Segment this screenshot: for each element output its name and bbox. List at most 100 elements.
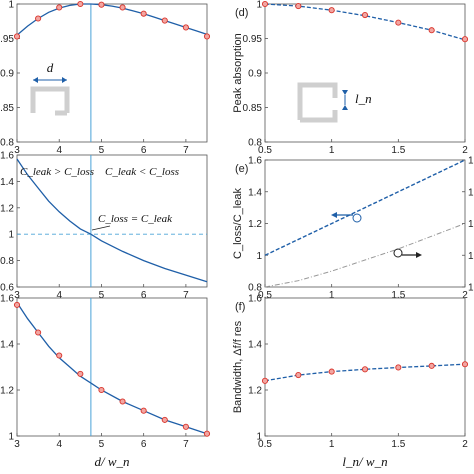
data-point	[261, 377, 269, 384]
data-point	[56, 352, 63, 359]
y-tick-label: 0.8	[248, 283, 262, 294]
x-tick-label: 1.5	[391, 145, 405, 156]
data-point	[295, 3, 302, 10]
plot-frame	[264, 3, 466, 143]
data-point	[203, 430, 211, 437]
panel-e: 0.8 1 1.2 1.4 1.6 1 1 1 1 1 0.5 1 1.5 2 (e) C_loss/C_le…	[232, 156, 474, 302]
y-tick-label: 1.6	[248, 294, 262, 305]
x-tick-label: 5	[99, 145, 105, 156]
y-tick-label: 0.9	[0, 69, 14, 80]
data-point	[98, 386, 105, 394]
data-point	[395, 364, 402, 371]
x-tick-label: 4	[56, 145, 62, 156]
right-tick-label: 1	[468, 251, 474, 262]
y-tick-label: 1.4	[0, 340, 14, 351]
y-tick-label: 1	[8, 230, 14, 241]
data-point	[35, 15, 42, 22]
series-line	[264, 159, 466, 256]
y-axis-label: Peak absorption	[232, 33, 244, 113]
x-tick-label: 3	[14, 290, 20, 301]
data-point	[161, 17, 168, 24]
series-line	[16, 302, 208, 435]
panel-a: 0.8 0.85 0.9 0.95 1 3 4 5 6 7 d	[0, 0, 211, 156]
data-point	[13, 301, 21, 308]
data-point	[77, 0, 84, 8]
right-tick-label: 1	[468, 283, 474, 294]
ln-annotation: l_n	[355, 91, 372, 106]
series-marker-icon	[352, 213, 362, 223]
data-point	[428, 27, 435, 34]
y-tick-label: 1	[8, 432, 14, 443]
resonator-icon	[30, 86, 70, 116]
plot-frame	[16, 154, 208, 288]
y-axis-label: C_loss/C_leak	[232, 188, 244, 259]
x-tick-label: 7	[183, 439, 189, 450]
data-point	[119, 398, 126, 405]
data-point	[182, 423, 189, 430]
data-point	[140, 10, 147, 17]
x-tick-label: 3	[14, 145, 20, 156]
y-tick-label: 1.2	[248, 219, 262, 230]
y-tick-label: 0.95	[0, 34, 14, 45]
x-tick-label: 0.5	[258, 290, 272, 301]
y-tick-label: 1	[256, 251, 262, 262]
arrow-head-icon	[331, 212, 337, 218]
y-tick-label: 1.6	[0, 151, 14, 162]
x-tick-label: 5	[99, 290, 105, 301]
x-tick-label: 7	[183, 290, 189, 301]
x-tick-label: 1	[329, 145, 335, 156]
y-tick-label: 1.4	[248, 187, 262, 198]
y-tick-label: 1.6	[248, 156, 262, 167]
y-tick-label: 0.9	[248, 69, 262, 80]
y-tick-label: 1	[256, 432, 262, 443]
data-point	[361, 366, 369, 373]
x-tick-label: 4	[56, 439, 62, 450]
right-tick-label: 1	[468, 156, 474, 167]
data-point	[261, 0, 269, 8]
data-point	[35, 329, 42, 336]
x-tick-label: 2	[462, 439, 468, 450]
series-line	[16, 158, 208, 283]
data-point	[295, 371, 302, 379]
x-tick-label: 0.5	[258, 145, 272, 156]
y-tick-label: 1.4	[248, 340, 262, 351]
data-point	[461, 36, 469, 43]
y-tick-label: 0.8	[0, 256, 14, 267]
annotation-left: C_leak > C_loss	[20, 166, 94, 178]
series-line	[16, 3, 208, 36]
right-tick-label: 1	[468, 187, 474, 198]
data-point	[428, 362, 435, 369]
y-tick-label: 0.8	[248, 138, 262, 149]
data-point	[140, 407, 147, 414]
x-tick-label: 5	[99, 439, 105, 450]
resonator-icon	[297, 82, 338, 123]
annotation-pointer	[91, 225, 111, 231]
data-point	[77, 370, 84, 377]
d-annotation: d	[47, 60, 54, 75]
data-point	[13, 33, 21, 40]
y-tick-label: 0.85	[0, 103, 14, 114]
data-point	[161, 416, 168, 423]
x-tick-label: 7	[183, 145, 189, 156]
y-tick-label: 1	[256, 0, 262, 11]
y-tick-label: 0.6	[0, 283, 14, 294]
y-tick-label: 0.8	[0, 138, 14, 149]
data-point	[461, 361, 469, 368]
y-axis-label: Bandwidth, Δf/f res	[232, 320, 244, 413]
x-tick-label: 1	[329, 439, 335, 450]
x-tick-label: 2	[462, 290, 468, 301]
x-tick-label: 2	[462, 145, 468, 156]
x-tick-label: 6	[141, 290, 147, 301]
panel-f: 11.21.41.60.5 1 1.5 2(f)Bandwidth, Δf/f res…	[232, 294, 468, 470]
data-point	[395, 19, 402, 26]
x-tick-label: 6	[141, 439, 147, 450]
x-tick-label: 1.5	[391, 290, 405, 301]
y-tick-label: 1	[8, 0, 14, 11]
series-line	[264, 3, 466, 41]
panel-label: (d)	[235, 7, 248, 19]
data-point	[203, 33, 211, 40]
plot-frame	[264, 159, 466, 288]
plot-frame	[16, 297, 208, 437]
annotation-right: C_leak < C_loss	[105, 166, 179, 178]
